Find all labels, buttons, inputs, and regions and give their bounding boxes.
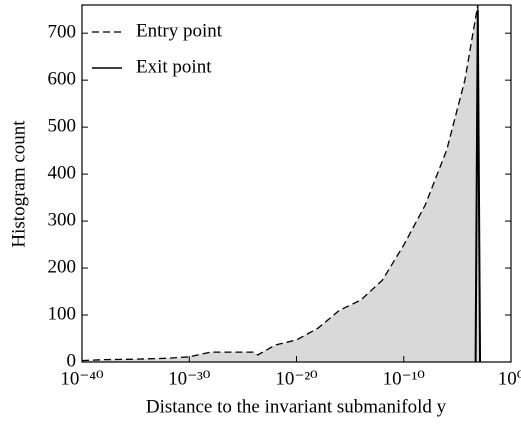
x-tick-label: 10⁻²⁰ <box>275 368 318 389</box>
legend-label: Entry point <box>136 20 223 41</box>
y-tick-label: 400 <box>48 162 77 183</box>
x-tick-label: 10⁰ <box>498 368 521 389</box>
line <box>474 9 482 363</box>
y-axis-label: Histogram count <box>8 120 29 248</box>
legend-label: Exit point <box>136 56 212 77</box>
x-tick-label: 10⁻⁴⁰ <box>60 368 104 389</box>
line <box>81 4 481 363</box>
y-tick-label: 0 <box>67 350 77 371</box>
y-tick-label: 600 <box>48 69 77 90</box>
y-tick-label: 200 <box>48 256 77 277</box>
y-tick-label: 300 <box>48 209 77 230</box>
y-tick-label: 700 <box>48 22 77 43</box>
x-tick-label: 10⁻¹⁰ <box>383 368 426 389</box>
y-tick-label: 500 <box>48 115 77 136</box>
y-tick-label: 100 <box>48 303 77 324</box>
area-fill <box>82 5 481 362</box>
x-tick-label: 10⁻³⁰ <box>168 368 211 389</box>
x-axis-label: Distance to the invariant submanifold y <box>146 396 447 417</box>
